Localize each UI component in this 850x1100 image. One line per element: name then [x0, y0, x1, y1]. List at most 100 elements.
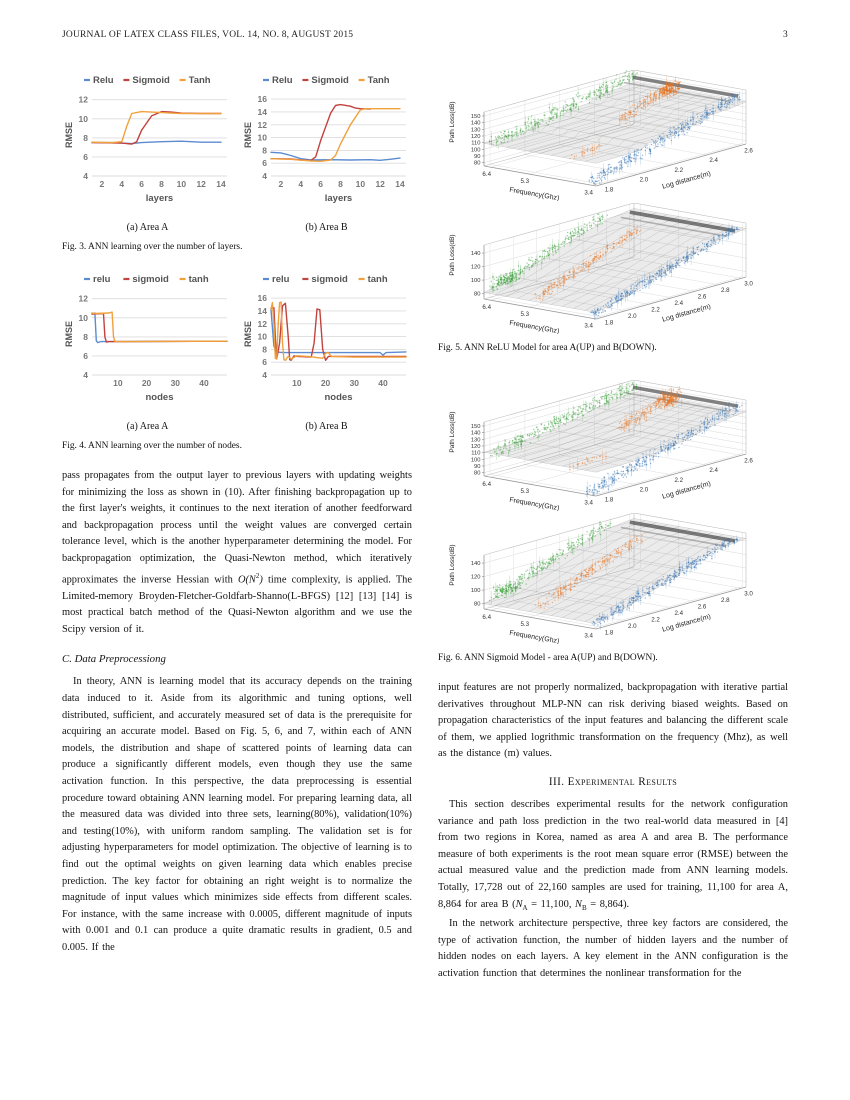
svg-text:12: 12 [375, 179, 385, 189]
svg-text:6: 6 [83, 152, 88, 162]
svg-text:10: 10 [177, 179, 187, 189]
svg-text:2.4: 2.4 [674, 300, 683, 307]
svg-text:100: 100 [471, 278, 481, 284]
fig6-caption: Fig. 6. ANN Sigmoid Model - area A(UP) a… [438, 653, 658, 663]
svg-text:6: 6 [318, 179, 323, 189]
figure-4b-cell: relu sigmoid tanh 4 6 8 10 12 14 16 10 20 30 40 nodes R… [241, 269, 412, 432]
svg-text:120: 120 [471, 575, 481, 581]
svg-text:layers: layers [146, 193, 173, 204]
svg-text:6: 6 [83, 351, 88, 361]
right-p2-text: This section describes experimental resu… [438, 798, 788, 910]
big-o-close: ) [259, 574, 263, 586]
svg-text:120: 120 [471, 265, 481, 271]
svg-text:Tanh: Tanh [189, 75, 211, 86]
svg-text:1.8: 1.8 [605, 319, 614, 326]
svg-text:2.6: 2.6 [698, 293, 707, 300]
svg-text:140: 140 [471, 561, 481, 567]
svg-text:2.4: 2.4 [709, 157, 718, 164]
svg-text:10: 10 [79, 114, 89, 124]
svg-text:Frequency(Ghz): Frequency(Ghz) [509, 320, 560, 334]
svg-text:150: 150 [471, 424, 481, 430]
fig4a-subcaption: (a) Area A [126, 421, 169, 432]
fig5-3d-plot-area-b: 80 100 120 140 6.4 5.3 3.4 1.8 2.0 2.2 2.4 2.6 2.8 3.… [449, 203, 753, 334]
math-eq1: = 11,100, [527, 898, 576, 910]
svg-text:20: 20 [142, 378, 152, 388]
svg-text:2.6: 2.6 [698, 603, 707, 610]
svg-text:Tanh: Tanh [368, 75, 390, 86]
figure-6: 80 90 100 110 120 130 140 150 6.4 5.3 3.4 1.8 2.0 2.2… [438, 380, 788, 664]
svg-text:100: 100 [471, 147, 481, 153]
fig4-chart-area-b: relu sigmoid tanh 4 6 8 10 12 14 16 10 20 30 40 nodes R… [243, 274, 407, 403]
svg-text:12: 12 [258, 120, 268, 130]
svg-text:4: 4 [83, 370, 88, 380]
svg-text:4: 4 [262, 370, 267, 380]
left-column: Relu Sigmoid Tanh 4 6 8 10 12 2 4 6 8 10 12 14 layers RM… [62, 70, 412, 983]
left-paragraph-1: pass propagates from the output layer to… [62, 468, 412, 638]
left-p1-text-cont: time complexity, is applied. The Limited… [62, 574, 412, 635]
svg-text:4: 4 [119, 179, 124, 189]
svg-text:1.8: 1.8 [605, 629, 614, 636]
svg-text:20: 20 [321, 378, 331, 388]
svg-text:RMSE: RMSE [243, 321, 253, 347]
math-n-b: N [575, 898, 582, 910]
big-o-notation: O(N [237, 574, 256, 586]
svg-text:6: 6 [262, 357, 267, 367]
svg-text:Path Loss(dB): Path Loss(dB) [449, 101, 456, 142]
svg-text:80: 80 [474, 161, 480, 167]
svg-text:Relu: Relu [272, 75, 293, 86]
svg-text:6.4: 6.4 [482, 304, 491, 311]
svg-text:Path Loss(dB): Path Loss(dB) [449, 544, 456, 585]
svg-text:3.4: 3.4 [584, 632, 593, 639]
svg-text:150: 150 [471, 114, 481, 120]
svg-text:RMSE: RMSE [243, 122, 253, 148]
page-header: JOURNAL OF LATEX CLASS FILES, VOL. 14, N… [62, 30, 788, 40]
svg-text:2.2: 2.2 [651, 306, 660, 313]
svg-text:2: 2 [279, 179, 284, 189]
svg-text:110: 110 [471, 141, 480, 147]
right-paragraph-1: input features are not properly normaliz… [438, 682, 788, 760]
fig3a-subcaption: (a) Area A [126, 222, 169, 233]
svg-text:140: 140 [471, 251, 481, 257]
svg-text:Frequency(Ghz): Frequency(Ghz) [509, 187, 560, 201]
svg-text:14: 14 [395, 179, 405, 189]
subsection-heading-data-preprocessing: C. Data Preprocessiong [62, 653, 166, 666]
svg-text:80: 80 [474, 471, 480, 477]
math-n-a-sub: A [522, 903, 528, 912]
svg-text:Sigmoid: Sigmoid [311, 75, 349, 86]
fig6-3d-plot-area-b: 80 100 120 140 6.4 5.3 3.4 1.8 2.0 2.2 2.4 2.6 2.8 3.… [449, 513, 753, 644]
svg-text:RMSE: RMSE [64, 122, 74, 148]
svg-text:4: 4 [83, 171, 88, 181]
journal-header: JOURNAL OF LATEX CLASS FILES, VOL. 14, N… [62, 30, 354, 40]
svg-text:Log distance(m): Log distance(m) [661, 303, 711, 323]
left-paragraph-2: In theory, ANN is learning model that it… [62, 676, 412, 953]
right-paragraph-3: In the network architecture perspective,… [438, 918, 788, 979]
math-n-a: N [515, 898, 523, 910]
svg-text:80: 80 [474, 292, 480, 298]
figure-4: relu sigmoid tanh 4 6 8 10 12 10 20 30 40 nodes RMSE … [62, 269, 412, 452]
svg-text:Log distance(m): Log distance(m) [661, 170, 711, 190]
svg-text:sigmoid: sigmoid [311, 274, 348, 285]
svg-text:3.0: 3.0 [744, 280, 753, 287]
svg-text:layers: layers [325, 193, 352, 204]
figure-3: Relu Sigmoid Tanh 4 6 8 10 12 2 4 6 8 10 12 14 layers RM… [62, 70, 412, 253]
math-eq2: = 8,864). [586, 898, 630, 910]
svg-text:90: 90 [474, 464, 480, 470]
svg-text:6: 6 [139, 179, 144, 189]
svg-text:2.2: 2.2 [674, 167, 683, 174]
svg-text:nodes: nodes [146, 392, 174, 403]
svg-text:Frequency(Ghz): Frequency(Ghz) [509, 630, 560, 644]
math-n-b-sub: B [581, 903, 587, 912]
svg-text:Path Loss(dB): Path Loss(dB) [449, 411, 456, 452]
right-column: 80 90 100 110 120 130 140 150 6.4 5.3 3.4 1.8 2.0 2.2… [438, 70, 788, 983]
svg-text:4: 4 [298, 179, 303, 189]
svg-text:2.8: 2.8 [721, 287, 730, 294]
svg-text:10: 10 [79, 313, 89, 323]
left-p1-text: pass propagates from the output layer to… [62, 470, 412, 586]
svg-text:8: 8 [262, 344, 267, 354]
svg-text:12: 12 [258, 319, 268, 329]
svg-text:sigmoid: sigmoid [132, 274, 169, 285]
svg-text:8: 8 [83, 332, 88, 342]
svg-text:Sigmoid: Sigmoid [132, 75, 170, 86]
svg-text:100: 100 [471, 588, 481, 594]
